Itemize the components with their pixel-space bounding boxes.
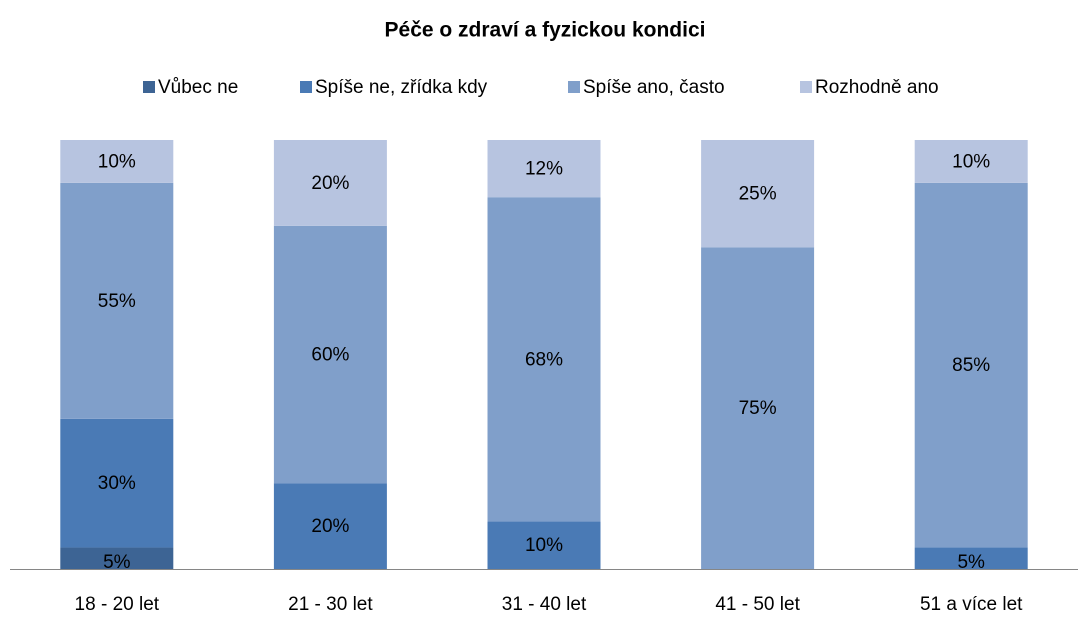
data-label: 30% xyxy=(98,473,136,494)
bar-segment xyxy=(914,182,1028,548)
bar-segment xyxy=(487,140,601,198)
data-label: 10% xyxy=(525,535,563,556)
bar-segment xyxy=(487,521,601,569)
data-label: 10% xyxy=(952,151,990,172)
bar-segment xyxy=(914,547,1028,569)
data-label: 5% xyxy=(957,552,985,573)
legend-swatch xyxy=(568,81,580,93)
legend-swatch xyxy=(800,81,812,93)
bar-segment xyxy=(60,418,174,548)
data-label: 75% xyxy=(739,398,777,419)
legend-label: Spíše ne, zřídka kdy xyxy=(315,77,488,98)
bar-segment xyxy=(60,140,174,183)
data-label: 55% xyxy=(98,291,136,312)
x-tick-label: 18 - 20 let xyxy=(75,594,160,615)
bar-segment xyxy=(701,247,815,569)
data-label: 20% xyxy=(311,516,349,537)
legend-swatch xyxy=(143,81,155,93)
chart-title: Péče o zdraví a fyzickou kondici xyxy=(385,19,706,42)
data-label: 10% xyxy=(98,151,136,172)
x-tick-label: 21 - 30 let xyxy=(288,594,373,615)
bar-segment xyxy=(273,140,387,226)
bar-segment xyxy=(60,182,174,419)
bar-segment xyxy=(273,483,387,569)
data-label: 60% xyxy=(311,345,349,366)
bar-segment xyxy=(273,225,387,484)
data-label: 25% xyxy=(739,184,777,205)
legend-label: Rozhodně ano xyxy=(815,77,939,98)
bar-segment xyxy=(914,140,1028,183)
data-label: 5% xyxy=(103,552,131,573)
data-label: 12% xyxy=(525,159,563,180)
legend-label: Vůbec ne xyxy=(158,77,238,98)
x-tick-label: 41 - 50 let xyxy=(715,594,800,615)
legend-label: Spíše ano, často xyxy=(583,77,725,98)
x-tick-label: 31 - 40 let xyxy=(502,594,587,615)
data-label: 85% xyxy=(952,355,990,376)
x-tick-label: 51 a více let xyxy=(920,594,1023,615)
data-label: 68% xyxy=(525,349,563,370)
data-label: 20% xyxy=(311,173,349,194)
bar-segment xyxy=(487,197,601,522)
legend-swatch xyxy=(300,81,312,93)
bar-segment xyxy=(60,547,174,569)
bar-segment xyxy=(701,140,815,248)
